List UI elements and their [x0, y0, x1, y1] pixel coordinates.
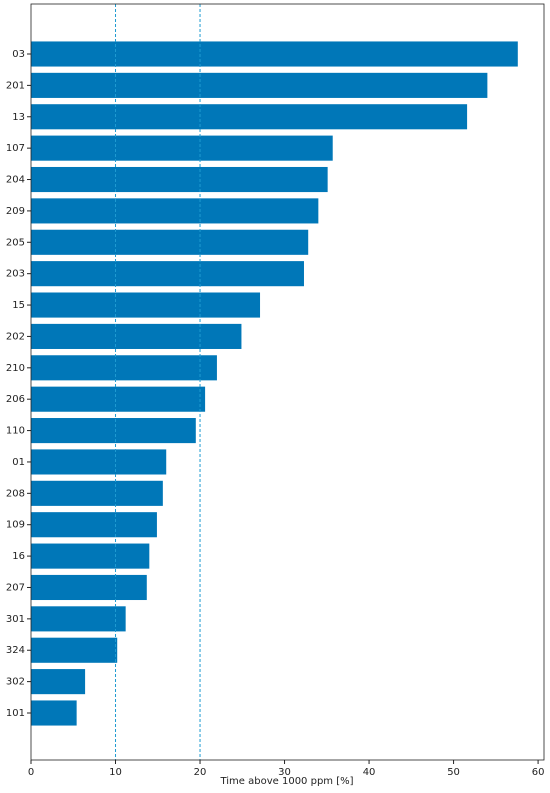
x-tick-label: 30 — [278, 767, 291, 778]
bar — [31, 512, 157, 538]
y-tick-label: 209 — [6, 206, 25, 217]
y-tick-label: 324 — [6, 645, 25, 656]
bar — [31, 104, 468, 130]
y-tick-label: 201 — [6, 80, 25, 91]
y-tick-label: 16 — [12, 551, 25, 562]
y-tick-label: 03 — [12, 49, 25, 60]
y-tick-label: 13 — [12, 112, 25, 123]
bar — [31, 41, 518, 67]
x-tick-label: 10 — [109, 767, 122, 778]
bar — [31, 606, 126, 632]
bar — [31, 700, 77, 726]
y-tick-label: 01 — [12, 457, 25, 468]
y-tick-label: 301 — [6, 614, 25, 625]
y-tick-label: 207 — [6, 582, 25, 593]
bar — [31, 418, 196, 444]
bar — [31, 292, 261, 318]
y-tick-label: 204 — [6, 175, 25, 186]
y-tick-label: 302 — [6, 677, 25, 688]
x-tick-label: 40 — [363, 767, 376, 778]
x-axis-label: Time above 1000 ppm [%] — [219, 776, 353, 787]
bar — [31, 669, 86, 695]
bar — [31, 323, 242, 349]
bar — [31, 135, 333, 161]
bar — [31, 386, 206, 412]
bar — [31, 229, 309, 255]
bar — [31, 198, 319, 224]
x-tick-label: 50 — [447, 767, 460, 778]
bar — [31, 166, 328, 193]
y-tick-label: 203 — [6, 269, 25, 280]
x-tick-label: 60 — [532, 767, 545, 778]
y-tick-label: 15 — [12, 300, 25, 311]
y-tick-label: 101 — [6, 708, 25, 719]
bar — [31, 574, 147, 601]
y-tick-label: 109 — [6, 520, 25, 531]
bar — [31, 449, 167, 475]
y-tick-label: 202 — [6, 331, 25, 342]
plot-frame — [30, 3, 545, 761]
y-tick-label: 210 — [6, 363, 25, 374]
bar — [31, 355, 217, 381]
x-tick-label: 20 — [194, 767, 207, 778]
x-tick-label: 0 — [28, 767, 34, 778]
y-tick-label: 206 — [6, 394, 25, 405]
bar — [31, 543, 150, 569]
bar — [31, 480, 163, 506]
y-tick-label: 205 — [6, 237, 25, 248]
bar — [31, 261, 304, 287]
bar — [31, 72, 488, 98]
bar — [31, 637, 118, 663]
y-tick-label: 107 — [6, 143, 25, 154]
y-tick-label: 110 — [6, 426, 25, 437]
y-tick-label: 208 — [6, 488, 25, 499]
